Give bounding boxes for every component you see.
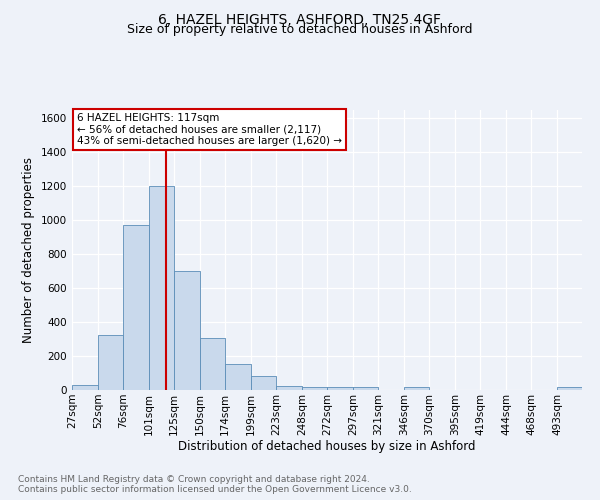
Bar xyxy=(174,271,200,390)
Text: Contains public sector information licensed under the Open Government Licence v3: Contains public sector information licen… xyxy=(18,485,412,494)
Text: Size of property relative to detached houses in Ashford: Size of property relative to detached ho… xyxy=(127,22,473,36)
Text: 6 HAZEL HEIGHTS: 117sqm
← 56% of detached houses are smaller (2,117)
43% of semi: 6 HAZEL HEIGHTS: 117sqm ← 56% of detache… xyxy=(77,113,342,146)
Bar xyxy=(327,388,353,390)
Bar xyxy=(200,338,225,390)
Bar xyxy=(353,388,378,390)
Bar xyxy=(225,364,251,390)
X-axis label: Distribution of detached houses by size in Ashford: Distribution of detached houses by size … xyxy=(178,440,476,454)
Bar xyxy=(557,388,582,390)
Y-axis label: Number of detached properties: Number of detached properties xyxy=(22,157,35,343)
Text: Contains HM Land Registry data © Crown copyright and database right 2024.: Contains HM Land Registry data © Crown c… xyxy=(18,475,370,484)
Bar xyxy=(149,186,174,390)
Bar xyxy=(251,376,276,390)
Bar xyxy=(302,388,327,390)
Text: 6, HAZEL HEIGHTS, ASHFORD, TN25 4GF: 6, HAZEL HEIGHTS, ASHFORD, TN25 4GF xyxy=(158,12,442,26)
Bar xyxy=(98,335,123,390)
Bar xyxy=(72,385,98,390)
Bar xyxy=(404,388,429,390)
Bar xyxy=(123,226,149,390)
Bar xyxy=(276,386,302,390)
